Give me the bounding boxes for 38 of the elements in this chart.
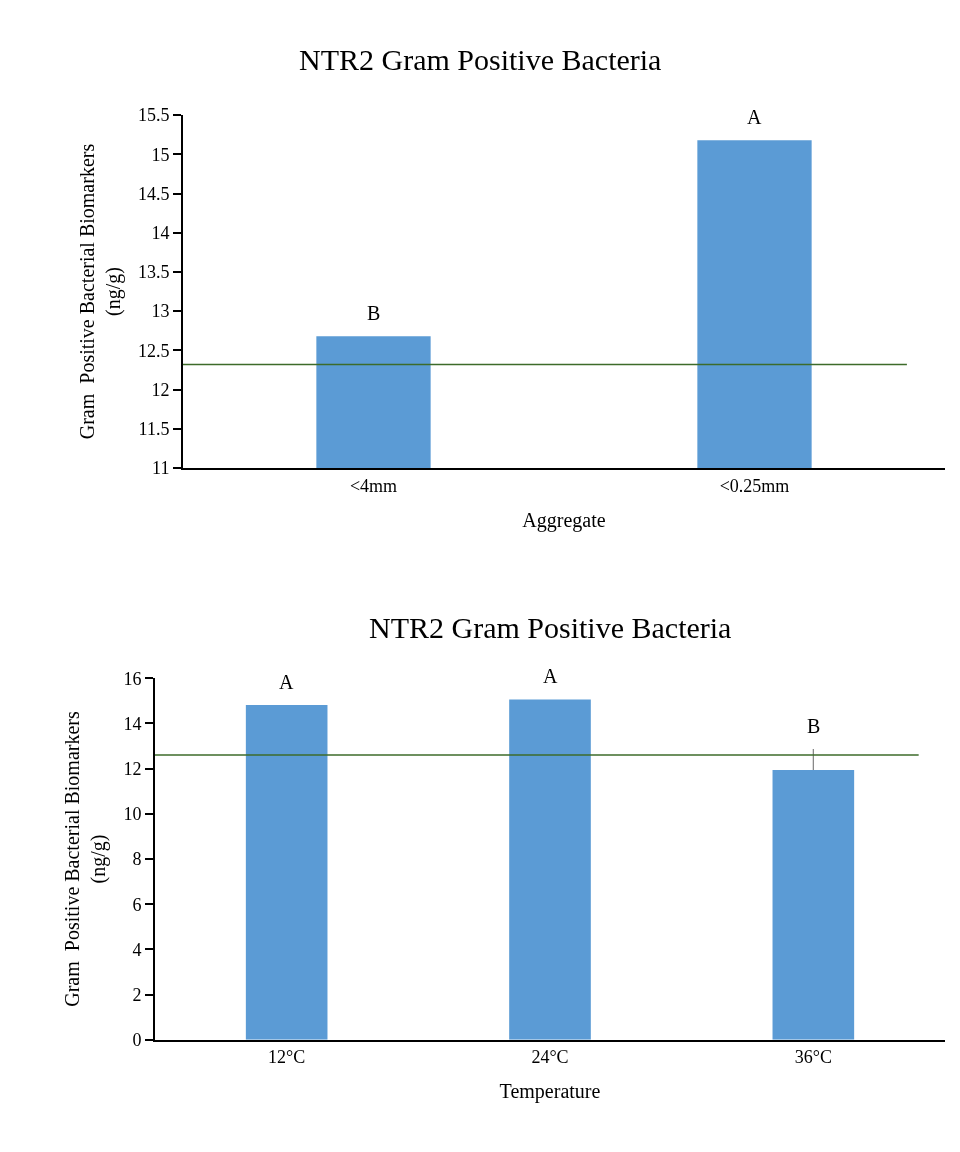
y-tick-label: 14 <box>123 713 142 734</box>
y-tick-label: 8 <box>132 849 142 870</box>
y-axis-title: Gram Positive Bacterial Biomarkers (ng/g) <box>61 711 111 1007</box>
y-tick-label: 6 <box>132 894 142 915</box>
y-tick-label: 12.5 <box>137 340 170 361</box>
annotation: B <box>807 715 821 737</box>
annotation: B <box>367 302 381 324</box>
y-tick-label: 13 <box>151 301 170 322</box>
y-tick-label: 12 <box>151 379 170 400</box>
y-tick-label: 11 <box>152 458 170 479</box>
bar <box>509 699 591 1040</box>
y-tick-label: 14 <box>151 223 170 244</box>
chart-title: NTR2 Gram Positive Bacteria <box>369 611 732 644</box>
y-tick-label: 14.5 <box>137 183 170 204</box>
annotation: A <box>543 665 558 687</box>
y-tick-label: 15.5 <box>137 105 170 126</box>
y-tick-label: 4 <box>132 939 142 960</box>
y-tick-label: 13.5 <box>137 262 170 283</box>
y-tick-label: 11.5 <box>138 419 170 440</box>
x-tick-label: 24°C <box>531 1047 569 1068</box>
x-tick-label: <0.25mm <box>719 475 790 496</box>
y-tick-label: 15 <box>151 144 170 165</box>
y-tick-label: 16 <box>123 668 142 689</box>
y-tick-label: 10 <box>123 804 142 825</box>
x-axis-title: Aggregate <box>522 508 606 532</box>
annotation: A <box>747 106 762 128</box>
x-tick-label: <4mm <box>349 475 398 496</box>
y-tick-label: 0 <box>132 1030 142 1051</box>
y-axis-title: Gram Positive Bacterial Biomarkers (ng/g) <box>75 143 125 440</box>
x-tick-label: 36°C <box>794 1047 832 1068</box>
annotation: A <box>279 671 294 693</box>
y-tick-label: 12 <box>123 758 142 779</box>
bar <box>245 705 328 1040</box>
chart-title: NTR2 Gram Positive Bacteria <box>299 43 662 76</box>
x-axis-title: Temperature <box>499 1080 601 1104</box>
x-tick-label: 12°C <box>268 1047 306 1068</box>
y-tick-label: 2 <box>132 984 142 1005</box>
bar <box>772 769 855 1040</box>
